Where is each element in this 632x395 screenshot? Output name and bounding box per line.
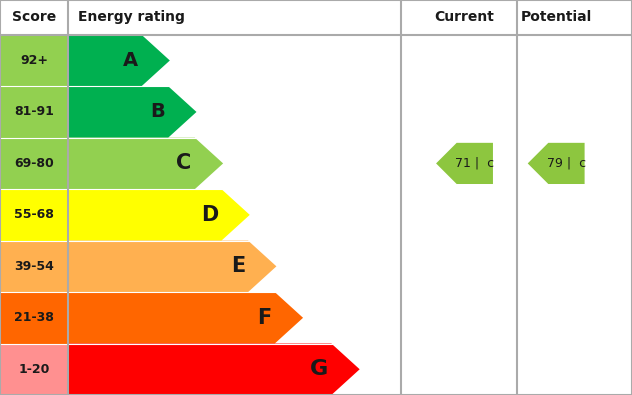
- Text: 71 |  c: 71 | c: [455, 157, 494, 170]
- Text: Score: Score: [12, 10, 56, 24]
- Text: Energy rating: Energy rating: [78, 10, 185, 24]
- Bar: [0, 35, 68, 86]
- Text: E: E: [231, 256, 245, 276]
- Polygon shape: [436, 143, 493, 184]
- Polygon shape: [68, 241, 276, 292]
- Text: 55-68: 55-68: [14, 209, 54, 221]
- Polygon shape: [68, 189, 250, 241]
- Text: Potential: Potential: [521, 10, 592, 24]
- Bar: [0, 241, 68, 292]
- Text: 79 |  c: 79 | c: [547, 157, 586, 170]
- Text: F: F: [257, 308, 272, 328]
- Polygon shape: [68, 138, 223, 189]
- Polygon shape: [68, 292, 303, 344]
- Bar: [0, 138, 68, 189]
- Text: C: C: [176, 153, 191, 173]
- Polygon shape: [68, 344, 360, 395]
- Text: 21-38: 21-38: [14, 311, 54, 324]
- Polygon shape: [68, 86, 197, 138]
- Text: Current: Current: [435, 10, 494, 24]
- Text: 81-91: 81-91: [14, 105, 54, 118]
- Text: D: D: [201, 205, 218, 225]
- Text: A: A: [123, 51, 138, 70]
- Text: G: G: [310, 359, 328, 379]
- Text: 92+: 92+: [20, 54, 48, 67]
- Text: B: B: [150, 102, 165, 121]
- Bar: [0, 86, 68, 138]
- Bar: [0, 292, 68, 344]
- Text: 1-20: 1-20: [18, 363, 50, 376]
- Bar: [0, 189, 68, 241]
- Bar: [0, 344, 68, 395]
- Text: 69-80: 69-80: [15, 157, 54, 170]
- Polygon shape: [68, 35, 170, 86]
- Polygon shape: [528, 143, 585, 184]
- Text: 39-54: 39-54: [14, 260, 54, 273]
